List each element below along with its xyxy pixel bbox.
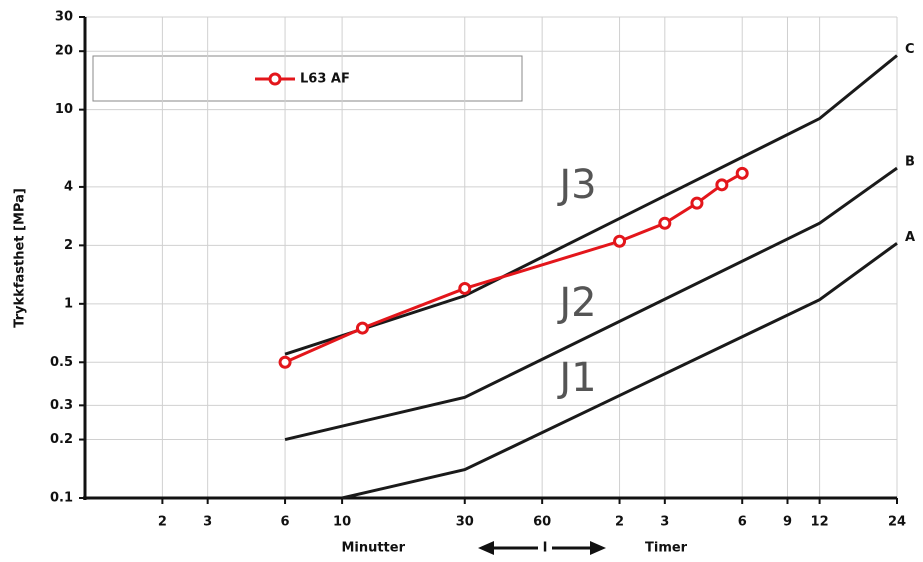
point [355,321,369,335]
series-line [341,242,898,500]
legend-label: L63 AF [300,72,350,87]
series-label: B [905,155,915,170]
x-tick-label: 2 [158,515,167,530]
point [690,196,704,210]
y-tick-label: 10 [55,102,73,117]
zone-label: J3 [556,162,596,208]
x-tick-label: 6 [738,515,747,530]
x-tick-label: 9 [783,515,792,530]
series-label: C [905,42,915,57]
x-tick-label: 3 [203,515,212,530]
y-tick-label: 4 [64,179,73,194]
point [613,234,627,248]
point [458,281,472,295]
series-label: A [905,230,915,245]
zone-label: J1 [556,355,596,401]
x-tick-label: 24 [888,515,906,530]
zone-label: J2 [556,280,596,326]
y-tick-label: 0.3 [50,398,73,413]
series-line [284,166,898,442]
x-tick-label: 30 [456,515,474,530]
x-tick-label: 3 [660,515,669,530]
legend-box [92,55,523,102]
x-axis-label-left: Minutter [341,541,405,556]
y-tick-label: 0.1 [50,491,73,506]
x-tick-label: 6 [281,515,290,530]
point [735,166,749,180]
x-axis-label-center: I [543,541,548,556]
series-line [284,172,743,364]
point [715,178,729,192]
y-tick-label: 20 [55,44,73,59]
point [658,216,672,230]
x-tick-label: 10 [333,515,351,530]
arrows [478,541,606,555]
x-tick-label: 2 [615,515,624,530]
point [278,355,292,369]
x-axis-label-right: Timer [645,541,688,556]
y-tick-label: 1 [64,296,73,311]
series-line [284,54,898,356]
x-tick-label: 12 [811,515,829,530]
x-tick-label: 60 [533,515,551,530]
y-axis-label: Trykkfasthet [MPa] [13,188,28,328]
y-tick-label: 30 [55,10,73,25]
y-tick-label: 2 [64,238,73,253]
y-tick-label: 0.5 [50,355,73,370]
legend-marker [268,72,282,86]
y-tick-label: 0.2 [50,432,73,447]
